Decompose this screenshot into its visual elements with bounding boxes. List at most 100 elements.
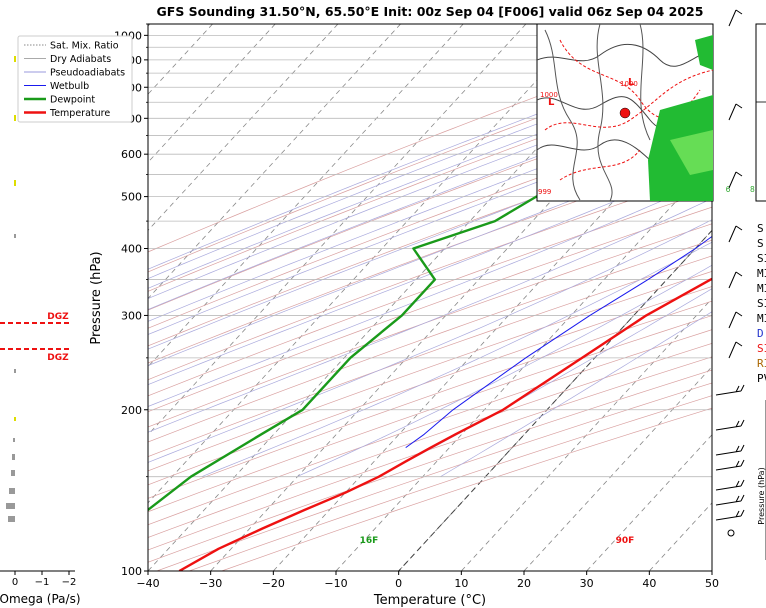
zero-isotherm [398, 229, 712, 571]
wind-barb [715, 494, 745, 506]
x-tick-label: −30 [199, 577, 222, 590]
wind-barb [715, 479, 745, 491]
y-tick-label: 500 [121, 191, 142, 204]
omega-tick-label: 0 [12, 577, 18, 588]
dry-adiabat [148, 239, 712, 443]
dry-adiabat [148, 286, 712, 486]
isotherm [148, 24, 652, 571]
dgz-lower-label: DGZ [47, 353, 69, 363]
wind-barb [728, 271, 743, 289]
parameter-text: MI [757, 312, 766, 325]
omega-panel: 0 −1 −2 Omega (Pa/s) DGZ DGZ [0, 56, 81, 606]
plot-frame [147, 23, 713, 572]
dry-adiabat [148, 300, 712, 499]
legend-label: Pseudoadiabats [50, 68, 125, 79]
x-tick-label: 40 [642, 577, 656, 590]
legend-label: Dewpoint [50, 95, 95, 106]
wind-barb [715, 384, 745, 396]
x-tick-label: 50 [705, 577, 719, 590]
isotherm [148, 24, 527, 436]
dry-adiabat [148, 171, 712, 381]
dewpoint-line [148, 145, 712, 512]
parameter-text-fragments: SS SI MI MI SI MI D SI RI PV [757, 222, 766, 385]
isotherm [148, 24, 401, 300]
omega-axis-label: Omega (Pa/s) [0, 592, 81, 606]
surface-temp-label: 90F [616, 536, 635, 546]
parameter-text: MI [757, 267, 766, 280]
legend-label: Dry Adiabats [50, 54, 111, 65]
isotherm [273, 93, 712, 571]
temperature-line [178, 277, 712, 571]
chart-title: GFS Sounding 31.50°N, 65.50°E Init: 00z … [157, 4, 704, 19]
parameter-text: S [757, 222, 764, 235]
svg-text:L: L [628, 77, 635, 88]
wind-barbs [715, 9, 745, 537]
hodograph-panel [755, 23, 766, 202]
legend: Sat. Mix. Ratio Dry Adiabats Pseudoadiabat… [17, 35, 133, 123]
wind-barb [728, 341, 743, 359]
x-tick-label: −40 [136, 577, 159, 590]
dry-adiabat [148, 270, 712, 472]
y-tick-label: 600 [121, 148, 142, 161]
y-axis-label: Pressure (hPa) [89, 251, 104, 344]
parameter-text: MI [757, 282, 766, 295]
svg-text:999: 999 [538, 188, 551, 196]
dgz-upper-label: DGZ [47, 312, 69, 322]
dry-adiabat [148, 223, 712, 428]
parameter-text: SI [757, 297, 766, 310]
profile-lines [148, 145, 712, 571]
y-tick-label: 200 [121, 404, 142, 417]
dry-adiabat [148, 75, 712, 292]
hodograph-y-label: Pressure (hPa) [757, 467, 766, 524]
parameter-text: D [757, 327, 764, 340]
wind-barb [715, 459, 745, 471]
omega-tick-label: −1 [35, 577, 50, 588]
calm-wind-marker [727, 529, 735, 537]
wetbulb-line [405, 235, 712, 449]
x-tick-label: −20 [262, 577, 285, 590]
parameter-text: RI [757, 357, 766, 370]
mixing-ratio-label: 6 [726, 185, 731, 194]
mixing-ratio-label: 8 [750, 185, 755, 194]
x-tick-label: 10 [454, 577, 468, 590]
x-tick-label: 0 [395, 577, 402, 590]
omega-tick-label: −2 [62, 577, 77, 588]
wind-barb [715, 509, 745, 521]
legend-label: Sat. Mix. Ratio [50, 41, 119, 52]
dry-adiabat [148, 189, 712, 397]
isotherm [148, 24, 464, 368]
parameter-text: SI [757, 252, 766, 265]
x-tick-label: 20 [517, 577, 531, 590]
wind-barb [728, 171, 743, 189]
parameter-text: S [757, 237, 764, 250]
dry-adiabat [148, 343, 712, 538]
surface-dewpoint-label: 16F [360, 536, 379, 546]
wind-barb [715, 444, 745, 456]
x-axis-label: Temperature (°C) [373, 593, 486, 608]
parameter-text: PV [757, 372, 766, 385]
y-tick-label: 100 [121, 565, 142, 578]
wind-barb [728, 9, 743, 27]
svg-text:1000: 1000 [540, 91, 558, 99]
y-tick-label: 400 [121, 243, 142, 256]
wind-barb [728, 311, 743, 329]
wind-barb [715, 419, 745, 431]
isotherm [210, 25, 712, 571]
svg-text:L: L [548, 97, 555, 108]
svg-text:1000: 1000 [620, 80, 638, 88]
y-tick-label: 300 [121, 309, 142, 322]
legend-label: Temperature [49, 108, 110, 119]
dry-adiabat [148, 315, 712, 513]
x-tick-label: −10 [324, 577, 347, 590]
wind-barb [728, 103, 743, 121]
legend-label: Wetbulb [50, 81, 89, 92]
inset-map: L L 1000 1000 999 [536, 23, 714, 202]
dry-adiabat [148, 255, 712, 458]
dry-adiabat [148, 95, 712, 311]
dry-adiabat [148, 206, 712, 413]
isotherm [148, 24, 589, 504]
parameter-text: SI [757, 342, 766, 355]
wind-barb [728, 225, 743, 243]
dry-adiabat [148, 329, 712, 526]
